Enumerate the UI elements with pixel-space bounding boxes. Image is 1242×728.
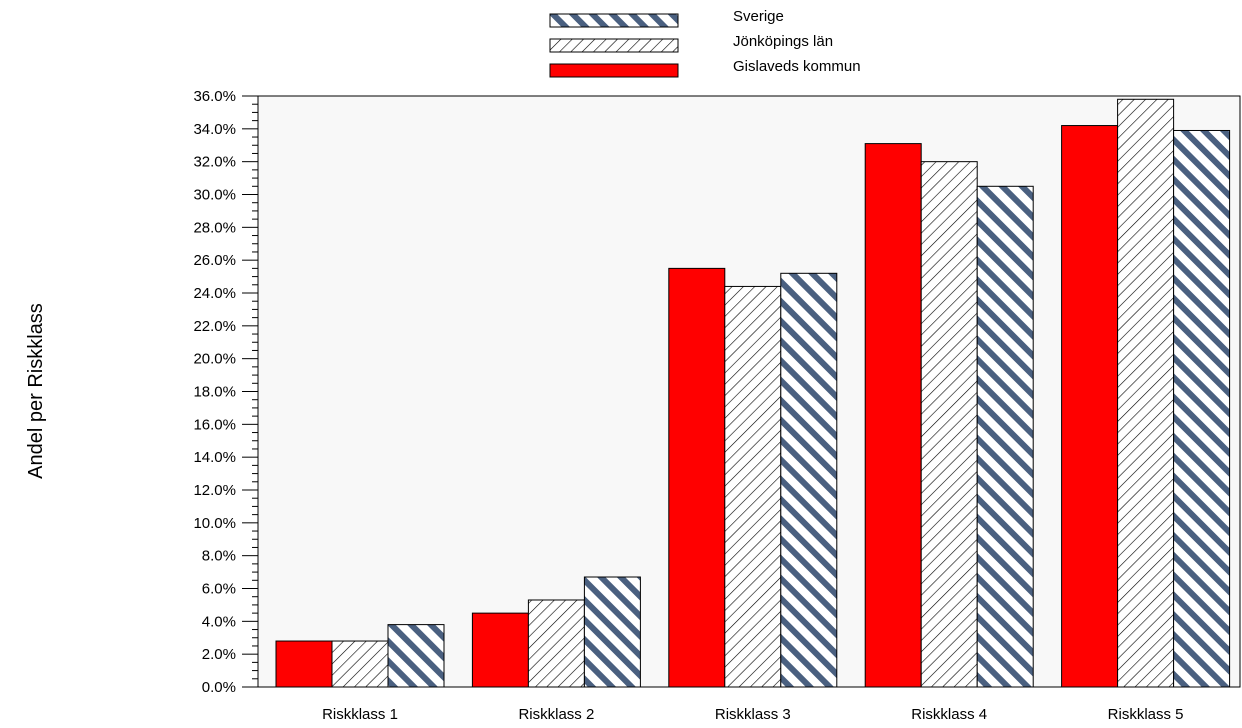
bar-gislaveds-kommun-4	[864, 143, 922, 688]
legend-swatch	[549, 38, 679, 53]
x-category-label: Riskklass 5	[1108, 706, 1184, 723]
y-tick-label: 22.0%	[193, 318, 236, 335]
x-category-label: Riskklass 3	[715, 706, 791, 723]
y-tick-label: 26.0%	[193, 252, 236, 269]
bar-j-nk-pings-l-n-5	[1117, 98, 1175, 688]
y-tick-label: 2.0%	[202, 646, 236, 663]
y-tick-label: 30.0%	[193, 187, 236, 204]
x-category-label: Riskklass 2	[518, 706, 594, 723]
y-tick-label: 6.0%	[202, 581, 236, 598]
y-tick-label: 10.0%	[193, 515, 236, 532]
legend-swatch	[549, 13, 679, 28]
bar-sverige-2	[583, 576, 641, 688]
bar-gislaveds-kommun-2	[471, 612, 529, 688]
bar-sverige-3	[780, 272, 838, 688]
y-tick-label: 16.0%	[193, 416, 236, 433]
y-tick-label: 8.0%	[202, 548, 236, 565]
bar-gislaveds-kommun-5	[1061, 125, 1119, 688]
bar-gislaveds-kommun-3	[668, 267, 726, 688]
y-tick-label: 32.0%	[193, 154, 236, 171]
legend: Sverige Jönköpings län Gislaveds kommun	[549, 8, 861, 78]
y-tick-label: 36.0%	[193, 88, 236, 105]
y-tick-label: 28.0%	[193, 219, 236, 236]
y-tick-label: 20.0%	[193, 351, 236, 368]
bars	[275, 98, 1231, 688]
bar-sverige-4	[976, 185, 1034, 688]
y-tick-label: 24.0%	[193, 285, 236, 302]
y-tick-label: 18.0%	[193, 384, 236, 401]
x-category-label: Riskklass 1	[322, 706, 398, 723]
y-tick-label: 4.0%	[202, 613, 236, 630]
legend-label: Sverige	[733, 8, 784, 25]
y-tick-label: 14.0%	[193, 449, 236, 466]
bar-j-nk-pings-l-n-1	[331, 640, 389, 688]
legend-label: Jönköpings län	[733, 33, 833, 50]
y-axis: 0.0% 2.0% 4.0% 6.0% 8.0% 10.0% 12.0% 14.0% 16.0%…	[193, 88, 259, 696]
bar-j-nk-pings-l-n-4	[920, 161, 978, 688]
bar-j-nk-pings-l-n-2	[527, 599, 585, 688]
y-tick-label: 0.0%	[202, 679, 236, 696]
bar-gislaveds-kommun-1	[275, 640, 333, 688]
bar-sverige-5	[1173, 129, 1231, 688]
legend-label: Gislaveds kommun	[733, 58, 861, 75]
y-axis-title: Andel per Riskklass	[25, 303, 47, 479]
x-category-label: Riskklass 4	[911, 706, 987, 723]
legend-swatch	[549, 63, 679, 78]
y-tick-label: 12.0%	[193, 482, 236, 499]
x-axis: Riskklass 1 Riskklass 2 Riskklass 3 Riskkla…	[322, 706, 1183, 723]
bar-sverige-1	[387, 624, 445, 688]
bar-j-nk-pings-l-n-3	[724, 285, 782, 688]
y-tick-label: 34.0%	[193, 121, 236, 138]
